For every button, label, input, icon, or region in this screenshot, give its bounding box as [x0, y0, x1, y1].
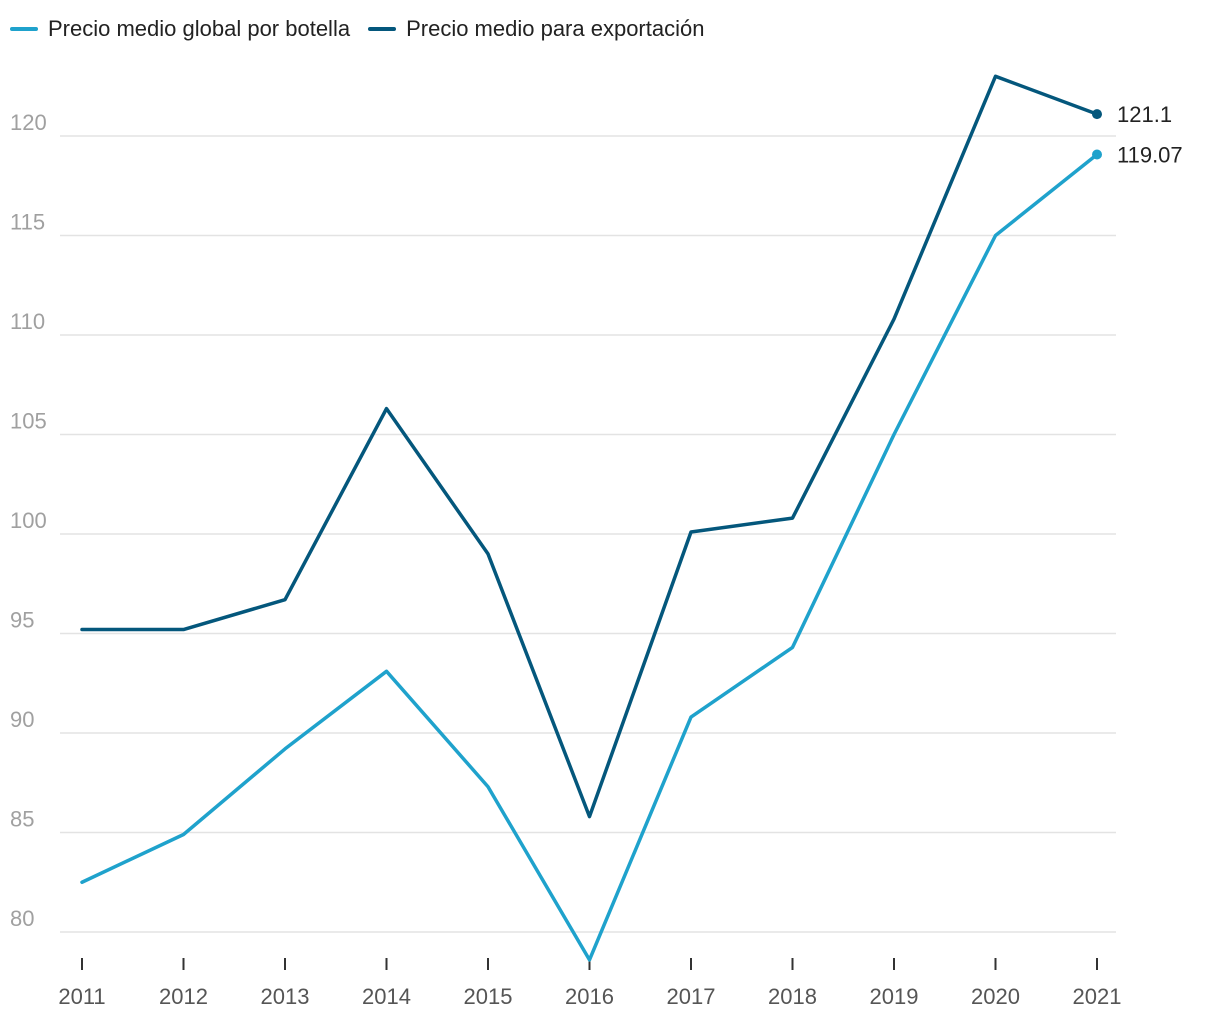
- x-tick-label-2019: 2019: [870, 984, 919, 1009]
- series-end-point-0: [1092, 149, 1102, 160]
- y-tick-label-80: 80: [10, 906, 34, 931]
- y-tick-label-110: 110: [10, 309, 45, 334]
- series-end-label-0: 119.07: [1117, 143, 1183, 168]
- x-tick-label-2014: 2014: [362, 984, 411, 1009]
- legend-item-global: Precio medio global por botella: [10, 16, 350, 42]
- x-axis-ticks: 2011 2012 2013 2014 2015 2016 2017 2018 2019 2020…: [58, 958, 1121, 1009]
- legend: Precio medio global por botella Precio m…: [10, 16, 722, 42]
- x-tick-label-2015: 2015: [464, 984, 513, 1009]
- x-tick-label-2017: 2017: [667, 984, 716, 1009]
- x-tick-label-2018: 2018: [768, 984, 817, 1009]
- x-tick-label-2020: 2020: [971, 984, 1020, 1009]
- series-end-point-1: [1092, 109, 1102, 120]
- legend-swatch-export: [368, 27, 397, 31]
- series-end-label-1: 121.1: [1117, 102, 1172, 127]
- y-axis-ticks: 80 85 90 95 100 105 110 115 120: [10, 110, 47, 931]
- y-tick-label-90: 90: [10, 707, 34, 732]
- legend-label-global: Precio medio global por botella: [48, 16, 351, 41]
- series-group: [80, 74, 1102, 962]
- series-line-1: [80, 74, 1099, 819]
- legend-item-export: Precio medio para exportación: [368, 16, 704, 42]
- x-tick-label-2021: 2021: [1073, 984, 1122, 1009]
- y-tick-label-120: 120: [10, 110, 47, 135]
- y-tick-label-100: 100: [10, 508, 47, 533]
- y-tick-label-95: 95: [10, 608, 34, 633]
- series-line-0: [80, 152, 1099, 962]
- y-tick-label-115: 115: [10, 210, 45, 235]
- y-tick-label-85: 85: [10, 807, 34, 832]
- x-tick-label-2016: 2016: [565, 984, 614, 1009]
- y-tick-label-105: 105: [10, 409, 47, 434]
- end-labels: 119.07 121.1: [1117, 102, 1183, 167]
- gridlines: [60, 135, 1116, 933]
- x-tick-label-2013: 2013: [261, 984, 310, 1009]
- x-tick-label-2012: 2012: [159, 984, 208, 1009]
- x-tick-label-2011: 2011: [58, 984, 105, 1009]
- legend-swatch-global: [10, 27, 38, 31]
- legend-label-export: Precio medio para exportación: [406, 16, 705, 41]
